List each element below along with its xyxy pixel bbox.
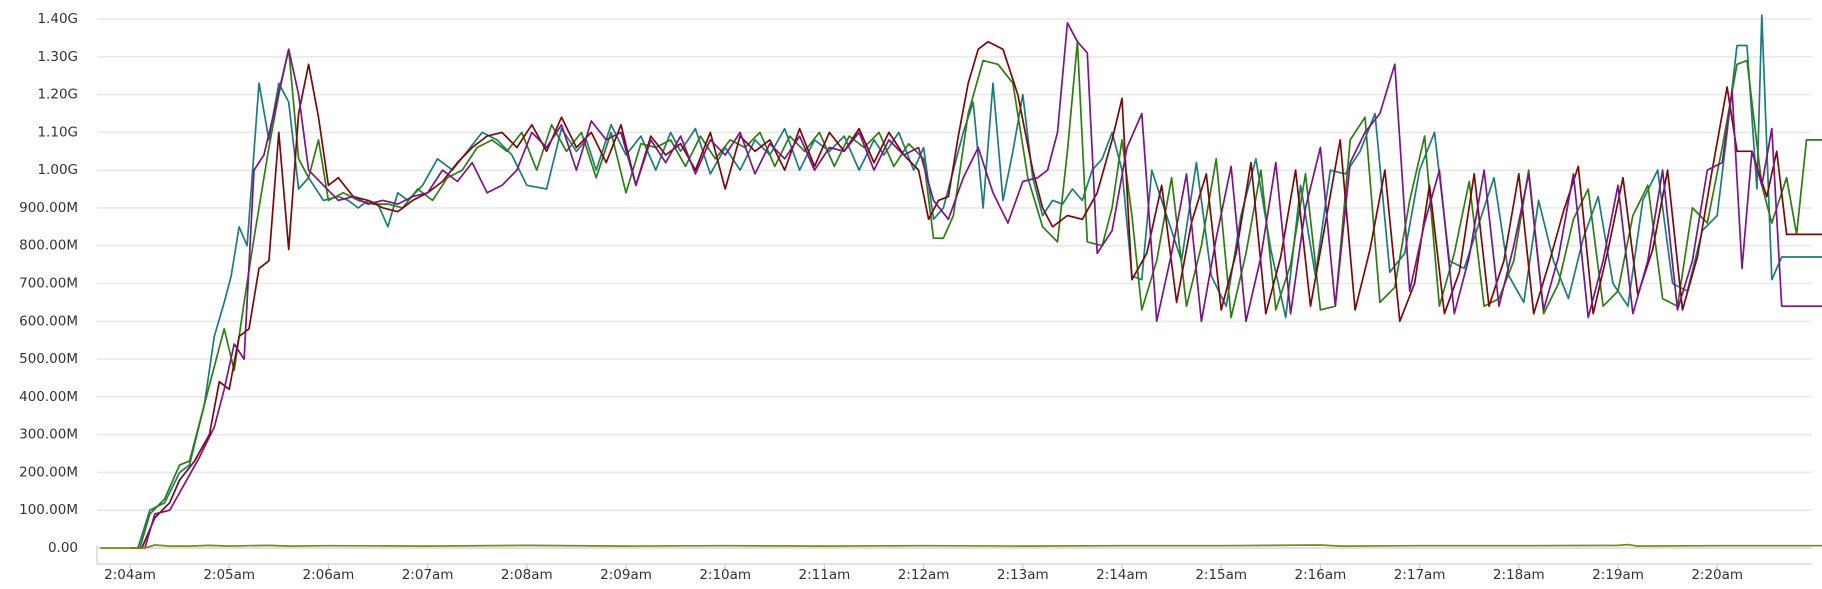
x-tick-label: 2:18am xyxy=(1493,567,1545,583)
x-axis: 2:04am 2:05am 2:06am 2:07am 2:08am 2:09am 2:10… xyxy=(96,546,1812,583)
x-tick-label: 2:20am xyxy=(1691,567,1743,583)
x-tick-label: 2:08am xyxy=(501,567,553,583)
x-tick-label: 2:07am xyxy=(402,567,454,583)
y-tick-label: 900.00M xyxy=(19,200,78,216)
y-tick-label: 0.00 xyxy=(48,540,78,556)
y-tick-label: 1.00G xyxy=(37,162,78,178)
x-tick-label: 2:17am xyxy=(1394,567,1446,583)
y-tick-label: 1.40G xyxy=(37,11,78,27)
y-tick-label: 1.20G xyxy=(37,87,78,103)
x-tick-label: 2:14am xyxy=(1096,567,1148,583)
y-tick-label: 1.10G xyxy=(37,124,78,140)
y-tick-label: 500.00M xyxy=(19,351,78,367)
series-line-3 xyxy=(130,40,1822,549)
x-tick-label: 2:13am xyxy=(997,567,1049,583)
y-tick-label: 600.00M xyxy=(19,313,78,329)
x-tick-label: 2:16am xyxy=(1295,567,1347,583)
x-tick-label: 2:09am xyxy=(600,567,652,583)
series-lines xyxy=(100,14,1822,549)
y-tick-label: 300.00M xyxy=(19,427,78,443)
x-tick-label: 2:11am xyxy=(799,567,851,583)
y-tick-label: 200.00M xyxy=(19,464,78,480)
y-tick-label: 100.00M xyxy=(19,502,78,518)
x-tick-label: 2:06am xyxy=(303,567,355,583)
gridlines xyxy=(97,18,1812,549)
x-tick-label: 2:19am xyxy=(1592,567,1644,583)
y-tick-label: 700.00M xyxy=(19,276,78,292)
x-tick-label: 2:10am xyxy=(699,567,751,583)
x-tick-label: 2:12am xyxy=(898,567,950,583)
y-tick-label: 800.00M xyxy=(19,238,78,254)
x-tick-label: 2:04am xyxy=(104,567,156,583)
x-tick-label: 2:05am xyxy=(203,567,255,583)
y-tick-label: 400.00M xyxy=(19,389,78,405)
x-tick-label: 2:15am xyxy=(1195,567,1247,583)
y-tick-label: 1.30G xyxy=(37,49,78,65)
series-line-5 xyxy=(100,543,1822,549)
y-axis: 0.00 100.00M 200.00M 300.00M 400.00M 500.00M 6… xyxy=(19,11,78,556)
series-line-4 xyxy=(130,21,1822,549)
